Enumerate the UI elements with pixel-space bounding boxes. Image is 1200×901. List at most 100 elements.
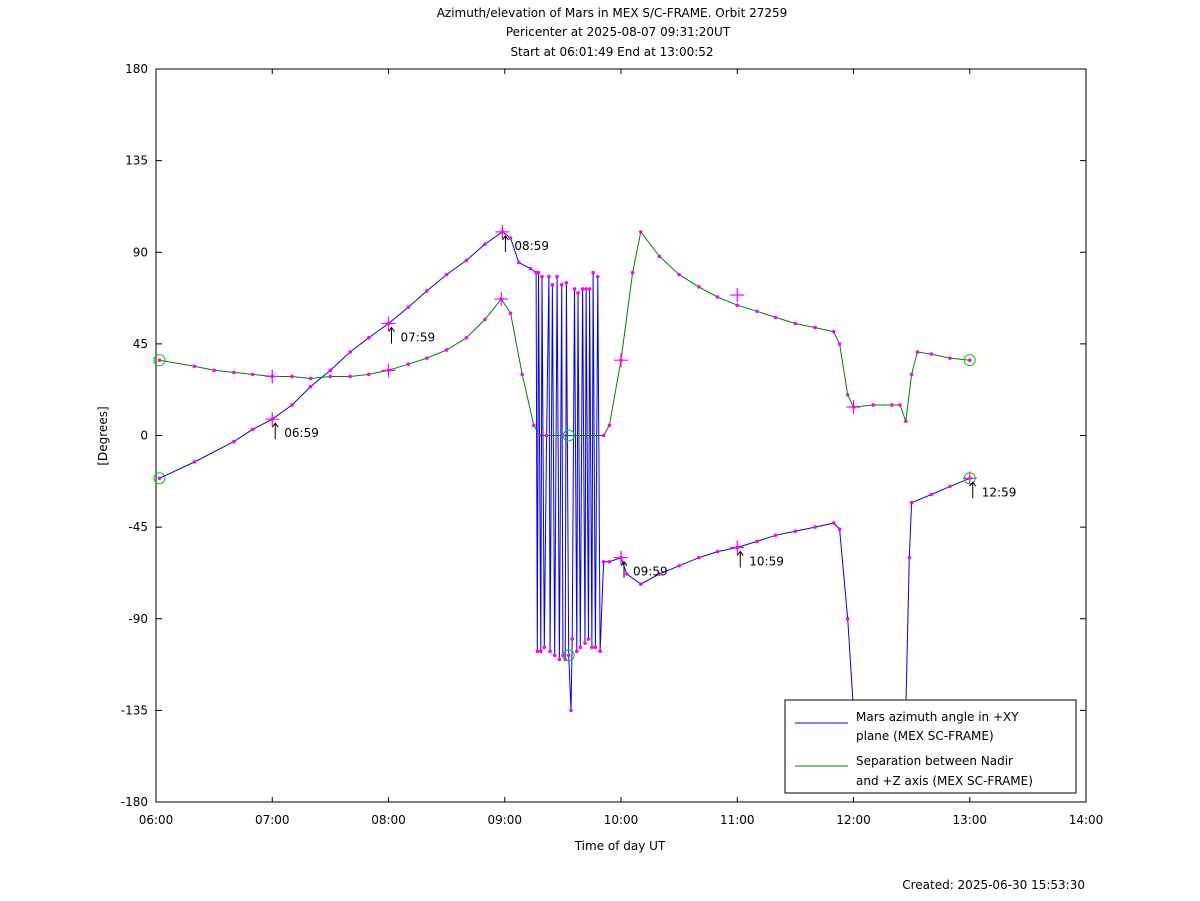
data-point-azimuth <box>572 287 577 291</box>
data-point-separation <box>348 374 352 379</box>
data-point-azimuth <box>575 649 579 654</box>
data-point-azimuth <box>290 403 294 407</box>
data-point-azimuth <box>559 283 564 287</box>
data-point-separation <box>813 325 817 330</box>
data-point-azimuth <box>547 274 551 279</box>
time-label: 09:59 <box>633 565 668 579</box>
hour-marker-azimuth <box>962 471 977 486</box>
data-point-azimuth <box>845 616 850 621</box>
data-point-azimuth <box>464 258 469 263</box>
y-tick-label: -180 <box>121 795 148 809</box>
data-point-azimuth <box>593 645 598 650</box>
data-point-separation <box>157 358 162 362</box>
data-point-azimuth <box>595 274 600 279</box>
data-point-separation <box>508 311 513 316</box>
hour-marker-separation <box>730 288 745 303</box>
y-tick-label: 90 <box>133 245 148 259</box>
data-point-azimuth <box>444 272 449 277</box>
data-point-separation <box>735 303 740 307</box>
data-point-separation <box>915 350 920 354</box>
time-label: 08:59 <box>514 239 549 253</box>
legend-label-azimuth-line-1: Mars azimuth angle in +XY <box>856 710 1019 724</box>
data-point-azimuth <box>536 270 541 275</box>
data-point-separation <box>630 270 635 275</box>
hour-marker-azimuth <box>614 550 628 565</box>
y-axis: 180 135 90 45 0 -45 -90 -135 -180 <box>121 62 1086 809</box>
data-point-separation <box>444 348 449 352</box>
data-point-separation <box>464 335 469 340</box>
time-label-layer: 06:59 07:59 08:59 09:59 10:59 12:59 <box>271 235 1017 579</box>
data-point-separation <box>406 362 411 367</box>
time-label: 10:59 <box>749 554 784 568</box>
time-label: 12:59 <box>982 485 1017 499</box>
y-tick-label: -90 <box>128 612 148 626</box>
data-point-separation <box>328 374 333 379</box>
hour-marker-separation <box>265 369 280 384</box>
data-point-azimuth <box>907 555 912 560</box>
x-axis-label: Time of day UT <box>574 839 666 853</box>
data-point-separation <box>366 372 371 377</box>
data-point-azimuth <box>638 582 643 586</box>
event-circle-azimuth <box>963 472 976 485</box>
time-label-arrow <box>620 560 628 578</box>
data-point-separation <box>250 372 255 377</box>
data-point-azimuth <box>328 368 333 373</box>
data-point-azimuth <box>528 266 533 271</box>
x-tick-label: 14:00 <box>1069 813 1104 827</box>
x-axis: 06:00 07:00 08:00 09:00 10:00 11:00 12:00 13:00… <box>139 69 1104 827</box>
data-point-separation <box>212 368 216 373</box>
data-point-separation <box>929 352 934 356</box>
data-point-azimuth <box>583 641 587 645</box>
hour-marker-azimuth <box>265 412 280 427</box>
hour-marker-separation <box>846 399 861 414</box>
time-label-arrow <box>271 422 279 440</box>
data-point-azimuth <box>366 335 371 340</box>
x-tick-label: 07:00 <box>255 813 290 827</box>
data-point-azimuth <box>192 460 197 464</box>
legend-label-separation-line-1: Separation between Nadir <box>856 754 1013 768</box>
data-point-separation <box>290 374 294 379</box>
data-point-azimuth <box>308 384 313 389</box>
hour-marker-azimuth <box>495 224 510 239</box>
data-point-azimuth <box>591 270 595 275</box>
data-point-azimuth <box>516 260 521 265</box>
data-point-azimuth <box>508 236 513 240</box>
data-point-separation <box>657 254 662 259</box>
data-point-azimuth <box>625 572 629 576</box>
data-point-azimuth <box>793 529 798 533</box>
y-tick-label: -135 <box>121 703 148 717</box>
data-point-azimuth <box>540 274 544 279</box>
hour-marker-azimuth <box>730 540 745 555</box>
data-point-separation <box>773 315 778 320</box>
data-point-azimuth <box>837 527 842 531</box>
event-circle-separation <box>562 429 575 442</box>
data-point-separation <box>755 309 759 314</box>
y-tick-label: 0 <box>140 429 148 443</box>
data-point-separation <box>837 342 842 346</box>
x-tick-label: 11:00 <box>720 813 755 827</box>
hour-marker-separation <box>381 363 396 378</box>
data-point-separation <box>607 423 612 428</box>
data-point-azimuth <box>232 439 236 444</box>
data-point-azimuth <box>564 280 569 285</box>
data-point-separation <box>871 403 876 407</box>
series-line-separation <box>159 230 970 436</box>
data-point-azimuth <box>578 645 583 650</box>
data-point-azimuth <box>348 350 352 354</box>
data-point-separation <box>715 295 720 299</box>
data-point-azimuth <box>909 500 914 505</box>
title-line-3: Start at 06:01:49 End at 13:00:52 <box>510 45 713 59</box>
data-point-separation <box>845 392 850 397</box>
data-point-azimuth <box>550 283 555 287</box>
data-point-azimuth <box>406 305 411 310</box>
data-point-separation <box>425 356 429 360</box>
x-tick-label: 13:00 <box>952 813 987 827</box>
data-point-azimuth <box>813 525 817 529</box>
event-circle-separation <box>963 354 976 367</box>
x-tick-label: 09:00 <box>487 813 522 827</box>
x-tick-label: 08:00 <box>371 813 406 827</box>
y-tick-label: 45 <box>133 337 148 351</box>
footer-created: Created: 2025-06-30 15:53:30 <box>902 878 1085 892</box>
data-point-azimuth <box>587 287 592 291</box>
